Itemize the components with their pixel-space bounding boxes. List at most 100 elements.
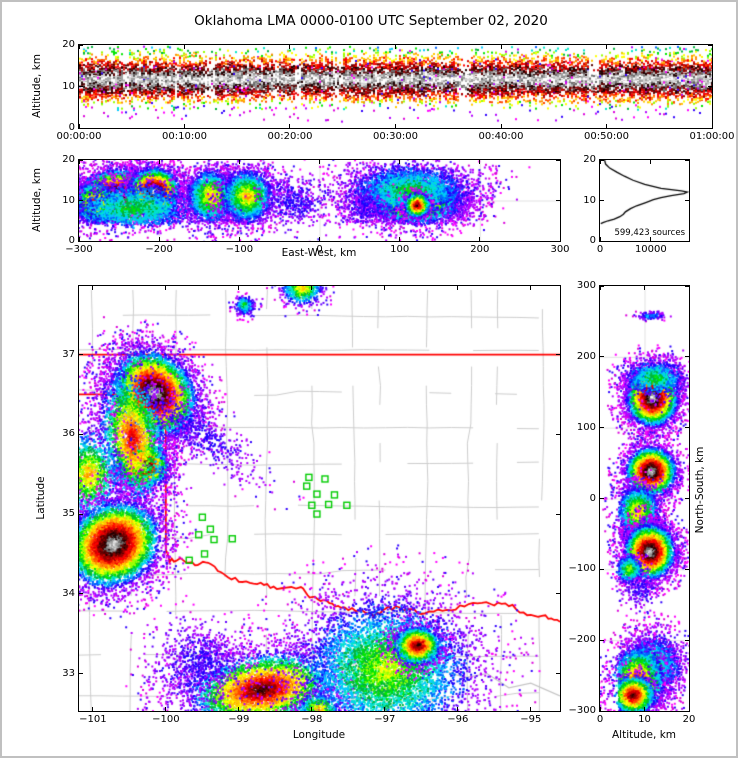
tick-mark [685,568,689,570]
tick-mark [79,127,83,129]
tick-mark [165,286,167,290]
tick-label: −96 [447,714,469,725]
tick-mark [79,240,83,242]
tick-mark [457,286,459,290]
tick-label: 00:00:00 [56,131,102,142]
tick-mark [78,160,80,164]
tick-mark [708,127,712,129]
east-west-height-panel: −300 −200 −100 0 100 200 300 20 10 0 [62,154,569,255]
ew-panel-x-axis-label: East-West, km [281,247,357,259]
plan-view-map-panel: −101 −100 −99 −98 −97 −96 −95 37 36 35 34 33 [62,285,561,725]
tick-mark [600,240,604,242]
tick-mark [605,124,607,128]
tick-mark [556,200,560,201]
tick-mark [457,707,459,711]
tick-mark [600,159,604,161]
tick-mark [599,237,601,241]
tick-mark [711,124,713,128]
tick-mark [708,86,712,87]
tick-mark [395,124,396,128]
tick-label: 0 [68,235,75,246]
tick-mark [530,286,532,290]
tick-label: 0 [316,244,323,255]
tick-mark [685,356,689,358]
tick-mark [644,286,645,290]
ns-panel-y-axis-label: North-South, km [694,446,706,534]
tick-label: −101 [79,714,107,725]
tick-label: 00:40:00 [478,131,524,142]
east-west-height-plot [79,160,560,241]
tick-mark [711,45,713,49]
tick-label: 00:50:00 [584,131,629,142]
tick-label: 200 [470,244,490,255]
tick-mark [319,237,320,241]
tick-mark [92,286,94,290]
tick-mark [79,593,83,595]
tick-mark [238,160,240,164]
tick-label: −100 [568,563,596,575]
tick-label: 0 [596,244,604,255]
north-south-height-plot [600,286,689,711]
tick-label: 300 [550,244,570,255]
tick-label: 01:00:00 [689,131,735,142]
tick-label: 35 [62,508,75,520]
tick-label: 20 [583,154,596,165]
tick-mark [384,286,386,290]
tick-mark [600,568,604,570]
tick-mark [500,124,502,128]
altitude-histogram-panel: 599,423 sources 0 10000 20 10 0 [583,154,690,255]
tick-label: −300 [568,705,596,716]
tick-mark [556,513,560,515]
figure-title: Oklahoma LMA 0000-0100 UTC September 02,… [194,13,548,29]
tick-mark [78,45,80,49]
tick-mark [600,285,604,287]
tick-mark [165,707,167,711]
tick-mark [556,240,560,242]
tick-label: −300 [65,244,93,255]
tick-label: 0 [589,235,596,246]
tick-mark [600,200,604,201]
tick-mark [311,286,313,290]
tick-mark [599,707,601,711]
tick-mark [79,354,83,356]
tick-mark [399,237,401,241]
tick-mark [79,433,83,435]
tick-label: 20 [62,39,75,50]
ew-panel-y-axis-label: Altitude, km [31,168,43,233]
tick-label: 0 [589,492,596,504]
tick-mark [158,237,160,241]
tick-mark [685,639,689,641]
time-height-plot [79,45,712,128]
tick-mark [556,673,560,674]
tick-mark [600,498,604,499]
tick-mark [650,237,652,241]
tick-label: 37 [62,348,75,360]
tick-mark [184,45,185,49]
ns-panel-x-axis-label: Altitude, km [611,729,676,741]
tick-mark [238,237,240,241]
tick-mark [78,237,80,241]
tick-mark [311,707,313,711]
tick-label: −98 [301,714,323,725]
tick-label: 100 [390,244,410,255]
tick-mark [92,707,94,711]
tick-label: 100 [576,421,596,433]
map-y-axis-label: Latitude [35,476,47,520]
tick-label: 0 [596,714,604,725]
tick-mark [384,707,386,711]
tick-mark [599,160,601,164]
tick-mark [685,710,689,712]
tick-label: 20 [682,714,696,725]
tick-mark [644,707,645,711]
tick-mark [556,354,560,356]
tick-mark [688,286,690,290]
tick-mark [78,124,80,128]
tick-mark [685,498,689,499]
tick-label: 00:20:00 [267,131,313,142]
tick-mark [79,159,83,161]
tick-label: 10 [62,80,75,92]
tick-mark [650,160,652,164]
tick-label: 10000 [634,244,667,255]
tick-mark [530,707,532,711]
tick-mark [556,433,560,435]
